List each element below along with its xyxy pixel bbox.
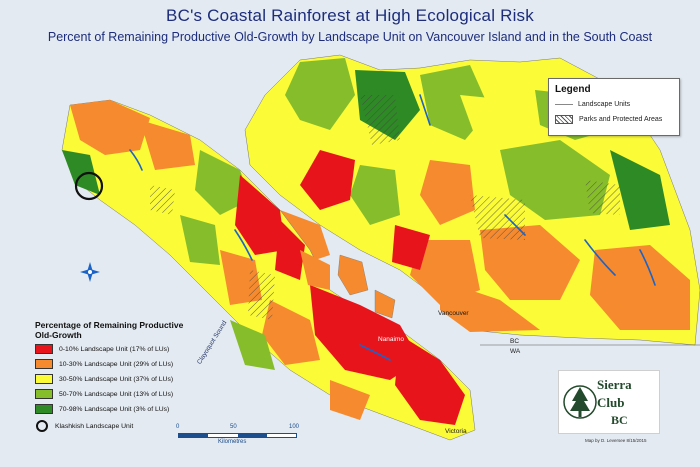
tree-icon [563, 385, 597, 419]
map-subtitle: Percent of Remaining Productive Old-Grow… [47, 30, 653, 44]
legend-item-parks: Parks and Protected Areas [555, 115, 662, 124]
klashkish-marker [74, 171, 104, 201]
circle-marker-icon [36, 420, 48, 432]
klashkish-label: Klashkish Landscape Unit [55, 422, 134, 430]
logo-line-1: Sierra [597, 377, 632, 392]
scale-bar-graphic [178, 433, 297, 438]
map-title: BC's Coastal Rainforest at High Ecologic… [166, 6, 534, 25]
class-row: 50-70% Landscape Unit (13% of LUs) [35, 389, 173, 399]
percentage-legend-title: Percentage of Remaining Productive Old-G… [35, 320, 184, 340]
logo-line-3: BC [611, 413, 628, 427]
north-arrow-icon [80, 262, 100, 282]
class-row: 70-98% Landscape Unit (3% of LUs) [35, 404, 169, 414]
place-label-victoria: Victoria [445, 428, 467, 435]
class-label: 0-10% Landscape Unit (17% of LUs) [59, 345, 170, 353]
logo-line-2: Club [597, 395, 625, 410]
legend-item-label: Landscape Units [578, 101, 631, 108]
class-swatch [35, 359, 53, 369]
scale-tick: 100 [289, 424, 300, 430]
scale-bar: 0 50 100 Kilometres [176, 424, 299, 448]
legend-item-label: Parks and Protected Areas [579, 116, 663, 123]
line-swatch-icon [555, 104, 573, 105]
class-row: 30-50% Landscape Unit (37% of LUs) [35, 374, 173, 384]
scale-tick: 50 [230, 424, 237, 430]
scale-tick: 0 [176, 424, 180, 430]
class-swatch [35, 344, 53, 354]
hatch-swatch-icon [555, 115, 573, 124]
percentage-legend: Percentage of Remaining Productive Old-G… [27, 320, 183, 436]
vancouver-island [61, 99, 476, 441]
sierra-club-logo: Sierra Club BC [558, 370, 660, 434]
scale-unit: Kilometres [218, 439, 247, 445]
class-swatch [35, 404, 53, 414]
place-label-wa: WA [510, 348, 521, 355]
place-label-nanaimo: Nanaimo [378, 336, 405, 343]
class-swatch [35, 389, 53, 399]
class-label: 70-98% Landscape Unit (3% of LUs) [59, 405, 170, 413]
rivers [129, 94, 656, 361]
legend: Legend Landscape Units Parks and Protect… [548, 78, 680, 136]
class-label: 30-50% Landscape Unit (37% of LUs) [59, 375, 174, 383]
klashkish-row: Klashkish Landscape Unit [35, 420, 133, 432]
place-label-bc: BC [510, 338, 520, 345]
legend-item-landscape-units: Landscape Units [555, 101, 630, 108]
class-label: 10-30% Landscape Unit (29% of LUs) [59, 360, 174, 368]
strait-islands [337, 254, 396, 319]
class-swatch [35, 374, 53, 384]
legend-title: Legend [555, 84, 591, 95]
place-label-vancouver: Vancouver [438, 310, 469, 317]
class-row: 10-30% Landscape Unit (29% of LUs) [35, 359, 173, 369]
class-label: 50-70% Landscape Unit (13% of LUs) [59, 390, 174, 398]
map-credit: Map by D. Leversee 8/15/2015 [585, 438, 647, 443]
class-row: 0-10% Landscape Unit (17% of LUs) [35, 344, 169, 354]
